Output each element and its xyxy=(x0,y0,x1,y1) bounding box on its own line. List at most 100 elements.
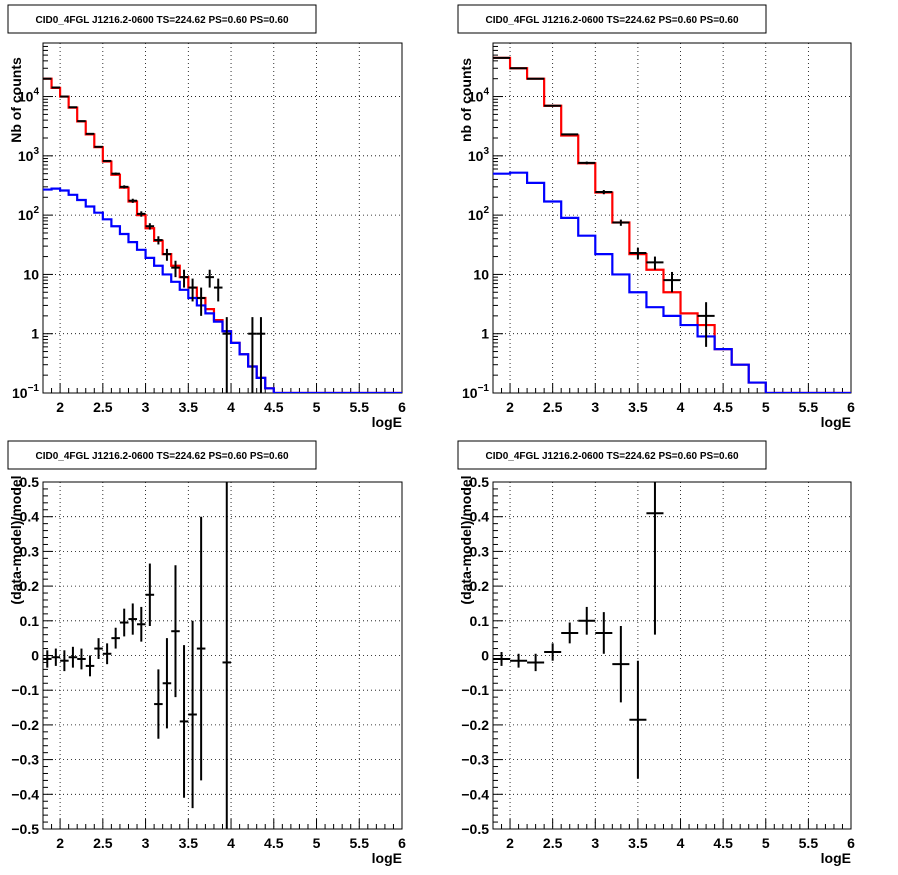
data-point xyxy=(60,650,69,672)
y-tick-label: 0.2 xyxy=(470,578,490,594)
data-point xyxy=(493,652,511,666)
chart-title: CID0_4FGL J1216.2-0600 TS=224.62 PS=0.60… xyxy=(35,451,288,462)
x-tick-label: 2 xyxy=(506,399,514,415)
data-point xyxy=(179,269,189,288)
y-tick-label: 10−1 xyxy=(462,383,489,401)
x-tick-label: 4 xyxy=(677,835,685,851)
x-tick-label: 4.5 xyxy=(264,835,284,851)
data-point xyxy=(68,106,78,109)
y-tick-label: 103 xyxy=(468,146,490,164)
x-tick-label: 3 xyxy=(591,399,599,415)
x-tick-label: 6 xyxy=(847,399,855,415)
data-point xyxy=(248,317,257,393)
y-axis-label: Nb of counts xyxy=(8,57,24,143)
plot-area xyxy=(493,56,851,393)
data-point xyxy=(77,648,86,670)
y-tick-label: −0.4 xyxy=(11,786,39,802)
x-tick-label: 3.5 xyxy=(628,835,648,851)
plot-frame xyxy=(42,42,403,394)
y-tick-label: 10−1 xyxy=(12,383,39,401)
chart-title: CID0_4FGL J1216.2-0600 TS=224.62 PS=0.60… xyxy=(485,451,738,462)
x-tick-label: 3.5 xyxy=(179,399,199,415)
data-point xyxy=(43,650,52,668)
y-axis-label: (data-model)/model xyxy=(8,475,24,604)
x-tick-label: 5.5 xyxy=(350,399,370,415)
y-tick-label: 102 xyxy=(468,205,490,223)
x-tick-label: 5 xyxy=(762,399,770,415)
data-point xyxy=(43,77,52,80)
y-tick-label: 0.3 xyxy=(470,543,490,559)
y-tick-label: −0.2 xyxy=(11,717,39,733)
data-point xyxy=(119,185,129,189)
data-point xyxy=(595,190,613,195)
data-point xyxy=(510,653,528,668)
y-tick-label: 1 xyxy=(481,326,489,342)
chart-title: CID0_4FGL J1216.2-0600 TS=224.62 PS=0.60… xyxy=(35,15,288,26)
x-tick-label: 5.5 xyxy=(799,835,819,851)
data-point xyxy=(171,565,180,698)
data-point xyxy=(85,655,95,677)
y-tick-label: 1 xyxy=(31,326,39,342)
data-point xyxy=(119,608,129,637)
data-point xyxy=(629,247,647,260)
y-tick-label: 0.1 xyxy=(470,613,490,629)
data-point xyxy=(60,95,69,98)
data-point xyxy=(196,287,206,316)
x-tick-label: 6 xyxy=(398,399,406,415)
data-point xyxy=(137,211,146,217)
data-point xyxy=(663,271,681,293)
data-point xyxy=(612,219,630,226)
x-tick-label: 2.5 xyxy=(93,835,113,851)
x-tick-label: 6 xyxy=(398,835,406,851)
x-tick-label: 2 xyxy=(56,399,64,415)
x-tick-label: 3 xyxy=(591,835,599,851)
data-point xyxy=(85,132,95,135)
x-tick-label: 2 xyxy=(506,835,514,851)
y-tick-label: −0.3 xyxy=(11,752,39,768)
y-tick-label: 0 xyxy=(31,648,39,664)
data-point xyxy=(94,638,103,659)
x-tick-label: 5 xyxy=(762,835,770,851)
y-tick-label: 104 xyxy=(468,87,490,105)
title-box xyxy=(457,440,767,470)
data-point xyxy=(213,278,223,302)
y-tick-label: 0.2 xyxy=(20,578,40,594)
data-point xyxy=(527,77,545,80)
histogram-series-2 xyxy=(493,171,851,393)
data-point xyxy=(561,622,579,644)
x-tick-label: 5.5 xyxy=(350,835,370,851)
data-point xyxy=(154,669,163,739)
plot-area xyxy=(493,482,664,779)
data-point xyxy=(527,653,545,672)
data-point xyxy=(154,236,163,245)
x-tick-label: 5 xyxy=(313,399,321,415)
x-tick-label: 4.5 xyxy=(713,835,733,851)
x-tick-label: 4.5 xyxy=(713,399,733,415)
data-point xyxy=(222,482,232,829)
data-point xyxy=(68,646,78,668)
data-point xyxy=(578,606,596,635)
plot-frame xyxy=(42,481,403,830)
data-point xyxy=(595,612,613,654)
y-tick-label: 0.3 xyxy=(20,543,40,559)
title-box xyxy=(7,4,317,34)
data-point xyxy=(544,104,562,107)
data-point xyxy=(51,86,61,89)
data-point xyxy=(179,645,189,798)
data-point xyxy=(162,248,172,261)
plot-area xyxy=(43,482,232,829)
data-point xyxy=(102,159,112,162)
x-tick-label: 3.5 xyxy=(179,835,199,851)
y-tick-label: 10 xyxy=(23,266,39,282)
x-tick-label: 5 xyxy=(313,835,321,851)
x-tick-label: 2 xyxy=(56,835,64,851)
y-tick-label: 0.5 xyxy=(470,474,490,490)
x-tick-label: 4 xyxy=(227,399,235,415)
x-tick-label: 3 xyxy=(142,399,150,415)
data-point xyxy=(222,317,232,393)
data-point xyxy=(137,606,146,642)
y-tick-label: 0 xyxy=(481,648,489,664)
data-point xyxy=(51,648,61,666)
y-tick-label: 0.4 xyxy=(20,509,40,525)
data-point xyxy=(561,133,579,136)
